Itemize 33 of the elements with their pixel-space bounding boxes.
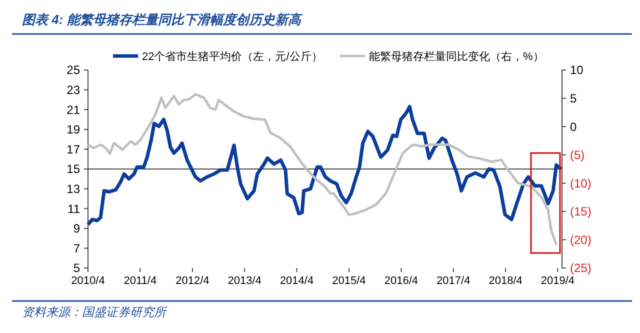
y-tick-label: 5 xyxy=(73,261,80,276)
x-tick-label: 2015/4 xyxy=(332,275,366,287)
y2-tick-label: (5) xyxy=(570,148,585,162)
x-tick-label: 2018/4 xyxy=(488,275,522,287)
x-tick-label: 2016/4 xyxy=(384,275,418,287)
legend-label: 22个省市生猪平均价（左，元/公斤） xyxy=(142,50,322,63)
x-tick-label: 2011/4 xyxy=(124,275,157,287)
text: 资料来源：国盛证券研究所 xyxy=(22,305,168,319)
x-tick-label: 2013/4 xyxy=(228,275,262,287)
y-tick-label: 7 xyxy=(73,241,80,256)
y-tick-label: 25 xyxy=(66,63,80,78)
y2-tick-label: (25) xyxy=(570,261,592,276)
y2-tick-label: 10 xyxy=(570,63,584,78)
y2-tick-label: (20) xyxy=(570,232,592,247)
chart-title: 图表 4: 能繁母猪存栏量同比下滑幅度创历史新高 xyxy=(22,12,304,27)
x-tick-label: 2017/4 xyxy=(436,275,470,287)
y-tick-label: 21 xyxy=(66,102,80,117)
x-tick-label: 2019/4 xyxy=(540,275,575,287)
y-tick-label: 19 xyxy=(66,122,80,137)
y-tick-label: 13 xyxy=(66,182,80,196)
x-tick-label: 2010/4 xyxy=(71,275,105,287)
y-tick-label: 11 xyxy=(68,202,80,216)
x-tick-label: 2012/4 xyxy=(176,275,210,287)
legend-label: 能繁母猪存栏量同比变化（右，%） xyxy=(369,50,544,63)
x-tick-label: 2014/4 xyxy=(280,275,314,287)
y-tick-label: 23 xyxy=(66,83,80,97)
y-tick-label: 17 xyxy=(66,142,80,156)
y2-tick-label: 5 xyxy=(570,91,577,106)
y-tick-label: 15 xyxy=(66,162,80,176)
y-tick-label: 9 xyxy=(73,222,80,236)
y2-tick-label: 0 xyxy=(570,120,577,134)
y2-tick-label: (10) xyxy=(570,176,592,190)
y2-tick-label: (15) xyxy=(570,204,592,219)
